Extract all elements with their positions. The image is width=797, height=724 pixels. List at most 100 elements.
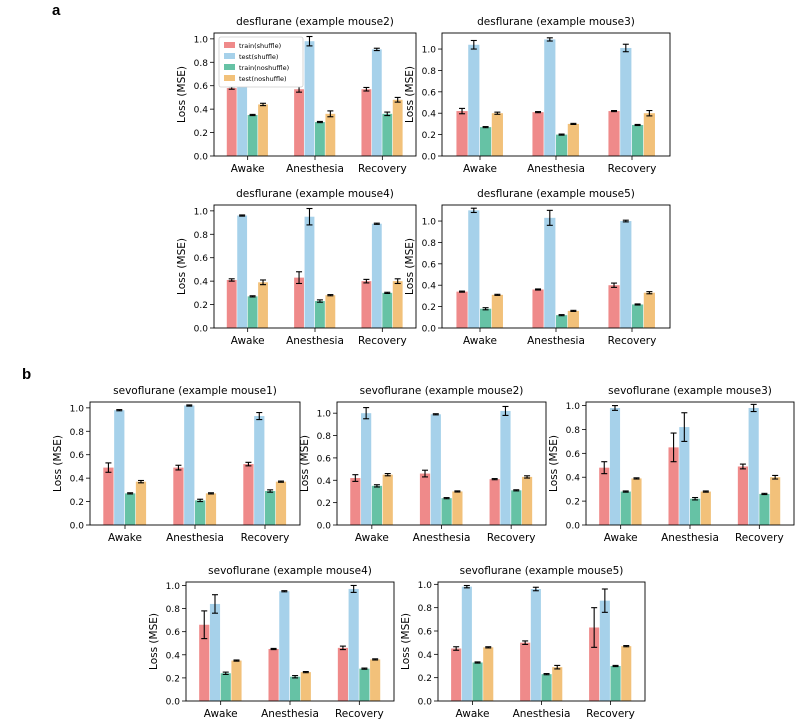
- y-tick-label: 0.8: [422, 67, 437, 77]
- x-tick-label: Recovery: [735, 532, 784, 544]
- error-bar: [494, 111, 501, 115]
- y-tick-label: 0.2: [194, 129, 208, 139]
- chart-title: desflurane (example mouse4): [236, 188, 394, 200]
- error-bar: [137, 479, 144, 484]
- chart-4: desflurane (example mouse5) 0.0 0.2 0.4 0.6 0…: [404, 188, 671, 347]
- y-axis-label: Loss (MSE): [176, 66, 188, 123]
- error-bar: [350, 584, 357, 593]
- bar: [643, 292, 655, 328]
- bar: [220, 673, 231, 701]
- bar: [511, 490, 522, 525]
- x-tick-label: Anesthesia: [527, 335, 585, 347]
- chart-9: sevoflurane (example mouse5) 0.0 0.2 0.4 0.6…: [400, 565, 646, 720]
- chart-title: desflurane (example mouse3): [477, 16, 635, 28]
- error-bar: [546, 37, 553, 42]
- bar: [258, 282, 268, 328]
- y-tick-label: 0.8: [194, 231, 209, 241]
- error-bar: [302, 670, 309, 674]
- bar: [556, 134, 568, 156]
- bar: [461, 586, 472, 701]
- bar: [468, 44, 480, 157]
- error-bar: [127, 492, 134, 495]
- bar: [489, 479, 500, 525]
- bar: [268, 649, 279, 701]
- bar: [103, 467, 114, 525]
- bar: [737, 466, 748, 525]
- y-tick-label: 0.6: [194, 82, 209, 92]
- bar: [125, 493, 136, 525]
- bar: [419, 473, 431, 525]
- chart-title: sevoflurane (example mouse5): [460, 565, 624, 577]
- y-tick-label: 0.0: [422, 325, 437, 335]
- error-bar: [470, 207, 477, 214]
- y-axis-label: Loss (MSE): [400, 613, 412, 670]
- y-tick-label: 0.2: [422, 303, 436, 313]
- plot-frame: [585, 401, 795, 526]
- error-bar: [459, 107, 466, 115]
- error-bar: [116, 409, 123, 412]
- bar: [290, 676, 301, 701]
- y-tick-label: 1.0: [194, 35, 209, 45]
- error-bar: [249, 113, 256, 117]
- plot-frame: [441, 204, 671, 329]
- error-bar: [558, 133, 565, 136]
- x-tick-label: Anesthesia: [286, 335, 344, 347]
- error-bar: [292, 675, 299, 679]
- chart-2: desflurane (example mouse3) 0.0 0.2 0.4 0.6 0…: [404, 16, 671, 175]
- bar: [294, 277, 304, 328]
- error-bar: [270, 647, 277, 651]
- y-tick-label: 1.0: [422, 218, 437, 228]
- bar: [325, 113, 336, 156]
- error-bar: [222, 671, 229, 675]
- chart-title: sevoflurane (example mouse3): [608, 385, 772, 397]
- bar: [552, 667, 563, 701]
- error-bar: [482, 126, 489, 129]
- error-bar: [211, 594, 218, 614]
- bar: [532, 289, 544, 328]
- bar: [359, 668, 370, 701]
- bar: [361, 281, 372, 328]
- y-tick-label: 0.2: [317, 499, 331, 509]
- error-bar: [363, 407, 370, 420]
- error-bar: [570, 309, 577, 312]
- bar: [325, 295, 336, 328]
- error-bar: [372, 658, 379, 661]
- bar: [370, 659, 381, 701]
- y-tick-label: 0.4: [566, 474, 581, 484]
- x-tick-label: Awake: [355, 532, 389, 544]
- bar: [361, 413, 372, 525]
- error-bar: [611, 109, 618, 113]
- bar: [620, 221, 632, 328]
- bar: [690, 498, 701, 525]
- y-tick-label: 0.0: [70, 522, 85, 532]
- y-tick-label: 0.8: [166, 605, 181, 615]
- error-bar: [281, 590, 288, 593]
- x-tick-label: Awake: [231, 335, 265, 347]
- x-tick-label: Awake: [204, 708, 238, 720]
- error-bar: [482, 307, 489, 311]
- bar: [184, 405, 195, 525]
- y-tick-label: 0.8: [70, 428, 85, 438]
- error-bar: [591, 607, 598, 648]
- bar: [544, 217, 556, 328]
- bar: [491, 294, 503, 328]
- error-bar: [554, 664, 561, 670]
- error-bar: [670, 432, 677, 463]
- bar: [209, 603, 221, 701]
- y-tick-label: 0.6: [166, 628, 181, 638]
- bar: [556, 315, 568, 328]
- bar: [371, 49, 382, 156]
- y-tick-label: 0.0: [418, 698, 433, 708]
- error-bar: [494, 293, 501, 296]
- error-bar: [558, 314, 565, 317]
- plot-frame: [213, 32, 417, 157]
- y-tick-label: 0.2: [418, 674, 432, 684]
- bar: [679, 427, 690, 525]
- bar: [243, 464, 254, 525]
- error-bar: [260, 102, 267, 107]
- legend-swatch: [224, 75, 235, 81]
- bar: [247, 115, 258, 156]
- plot-frame: [89, 401, 301, 526]
- error-bar: [601, 461, 608, 475]
